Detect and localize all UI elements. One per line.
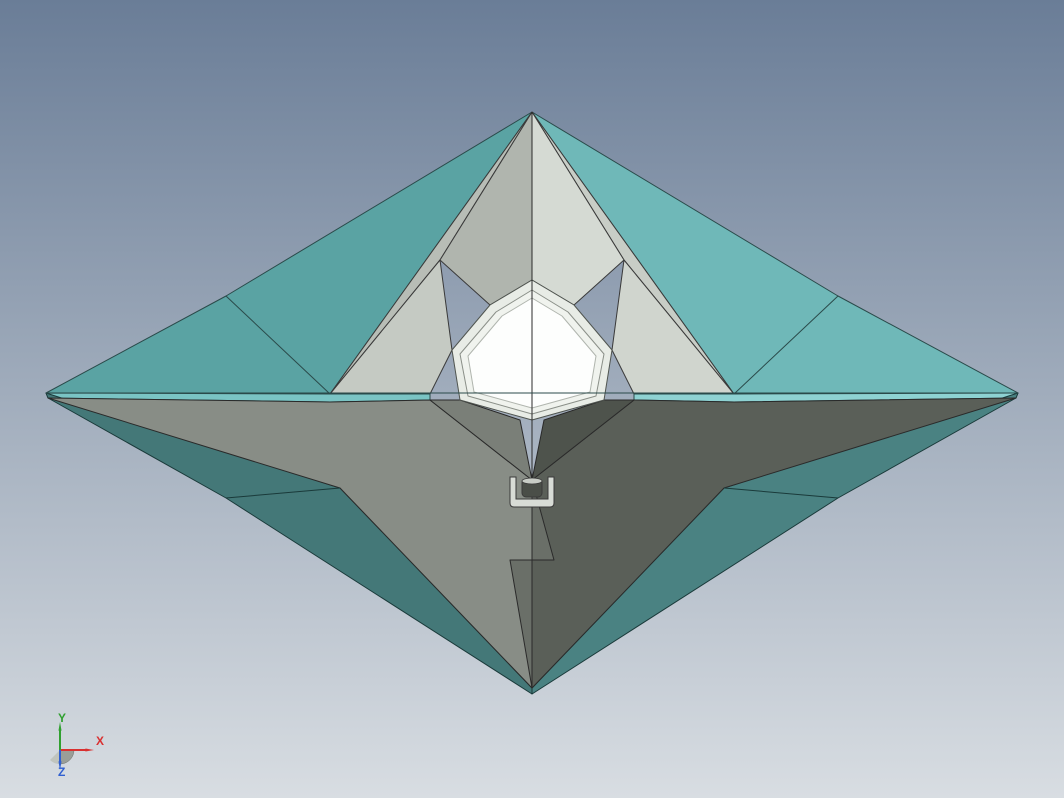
cad-viewport[interactable]: XYZ xyxy=(0,0,1064,798)
model-canvas[interactable] xyxy=(0,0,1064,798)
